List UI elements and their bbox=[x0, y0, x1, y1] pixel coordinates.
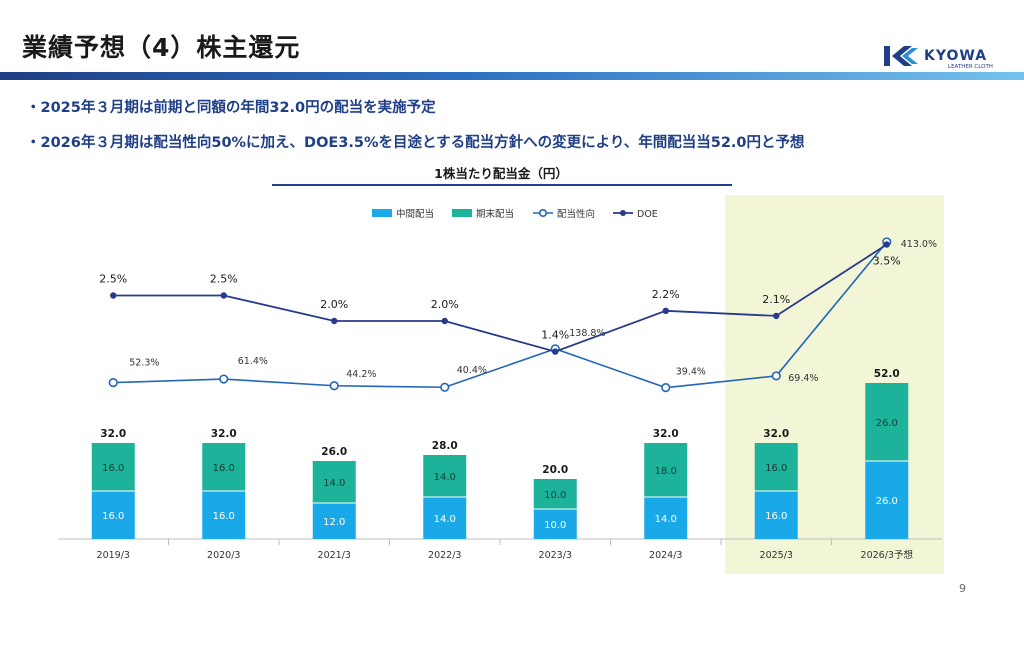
series-marker-payout bbox=[329, 381, 339, 391]
data-label-total: 32.0 bbox=[211, 428, 237, 440]
data-label-interim: 10.0 bbox=[544, 520, 566, 531]
bullet-item-1: ・2025年３月期は前期と同額の年間32.0円の配当を実施予定 bbox=[26, 100, 436, 116]
series-marker-payout bbox=[108, 378, 118, 388]
data-label-year-end: 26.0 bbox=[876, 418, 898, 429]
bar-year-end bbox=[533, 479, 577, 509]
svg-text:LEATHER CLOTH: LEATHER CLOTH bbox=[948, 64, 993, 70]
x-tick-label: 2023/3 bbox=[539, 550, 572, 561]
legend-swatch-year-end bbox=[452, 209, 472, 217]
data-label-interim: 14.0 bbox=[655, 514, 677, 525]
series-marker-payout bbox=[219, 374, 229, 384]
data-label-year-end: 14.0 bbox=[323, 478, 345, 489]
legend-marker-doe bbox=[620, 210, 626, 216]
bar-interim bbox=[865, 461, 909, 539]
data-label-year-end: 18.0 bbox=[655, 466, 677, 477]
data-label-interim: 12.0 bbox=[323, 517, 345, 528]
data-label-year-end: 16.0 bbox=[765, 463, 787, 474]
series-marker-doe bbox=[773, 312, 780, 320]
series-marker-doe bbox=[662, 307, 669, 314]
x-tick-label: 2022/3 bbox=[428, 550, 461, 561]
bullet-list: ・2025年３月期は前期と同額の年間32.0円の配当を実施予定 ・2026年３月… bbox=[26, 96, 805, 166]
legend-label-payout: 配当性向 bbox=[557, 208, 595, 220]
bar-interim bbox=[312, 503, 356, 539]
series-marker-payout bbox=[771, 371, 781, 381]
data-label-payout: 39.4% bbox=[676, 367, 706, 378]
data-label-payout: 52.3% bbox=[129, 358, 159, 369]
data-label-year-end: 10.0 bbox=[544, 490, 566, 501]
svg-text:KYOWA: KYOWA bbox=[924, 48, 987, 64]
series-marker-doe bbox=[331, 317, 338, 325]
bar-interim bbox=[644, 497, 688, 539]
data-label-year-end: 16.0 bbox=[213, 463, 235, 474]
data-label-interim: 26.0 bbox=[876, 496, 898, 507]
series-marker-doe bbox=[110, 292, 117, 299]
data-label-doe: 2.5% bbox=[99, 273, 127, 286]
x-tick-label: 2024/3 bbox=[649, 550, 682, 561]
page-title: 業績予想（4）株主還元 bbox=[22, 33, 301, 62]
series-marker-payout bbox=[661, 383, 671, 393]
series-marker-doe bbox=[441, 317, 448, 325]
series-marker-payout bbox=[440, 382, 450, 392]
company-logo: KYOWA LEATHER CLOTH bbox=[884, 46, 993, 70]
data-label-total: 32.0 bbox=[100, 428, 126, 440]
data-label-interim: 16.0 bbox=[765, 511, 787, 522]
legend-label-interim: 中間配当 bbox=[396, 208, 434, 220]
data-label-doe: 2.0% bbox=[320, 298, 348, 311]
data-label-payout: 61.4% bbox=[238, 356, 268, 367]
data-label-interim: 16.0 bbox=[213, 511, 235, 522]
data-label-total: 28.0 bbox=[432, 440, 458, 452]
series-line-doe bbox=[113, 243, 888, 353]
bar-year-end bbox=[423, 455, 467, 497]
bullet-item-2: ・2026年３月期は配当性向50%に加え、DOE3.5%を目途とする配当方針への… bbox=[26, 135, 805, 151]
data-label-interim: 14.0 bbox=[434, 514, 456, 525]
data-label-doe: 1.4% bbox=[541, 329, 569, 342]
data-label-interim: 16.0 bbox=[102, 511, 124, 522]
data-label-payout: 69.4% bbox=[788, 373, 818, 384]
header-bar bbox=[0, 72, 1024, 80]
data-label-payout: 44.2% bbox=[346, 369, 376, 380]
series-marker-doe bbox=[883, 241, 890, 248]
legend-label-doe: DOE bbox=[637, 209, 658, 220]
data-label-total: 32.0 bbox=[653, 428, 679, 440]
data-label-payout: 40.4% bbox=[457, 365, 487, 376]
bar-interim bbox=[533, 509, 577, 539]
bar-interim bbox=[202, 491, 246, 539]
data-label-doe: 2.1% bbox=[762, 293, 790, 306]
bar-year-end bbox=[644, 443, 688, 497]
data-label-total: 26.0 bbox=[321, 446, 347, 458]
bar-year-end bbox=[91, 443, 135, 491]
data-label-doe: 2.2% bbox=[652, 288, 680, 301]
bar-interim bbox=[91, 491, 135, 539]
data-label-year-end: 16.0 bbox=[102, 463, 124, 474]
legend-swatch-interim bbox=[372, 209, 392, 217]
series-marker-doe bbox=[220, 292, 227, 299]
data-label-payout: 413.0% bbox=[901, 239, 937, 250]
page-number: 9 bbox=[959, 582, 966, 595]
bar-interim bbox=[423, 497, 467, 539]
bar-year-end bbox=[754, 443, 798, 491]
bar-year-end bbox=[202, 443, 246, 491]
legend-label-year-end: 期末配当 bbox=[476, 208, 514, 220]
x-tick-label: 2020/3 bbox=[207, 550, 240, 561]
data-label-total: 52.0 bbox=[874, 368, 900, 380]
data-label-year-end: 14.0 bbox=[434, 472, 456, 483]
data-label-payout: 138.8% bbox=[569, 328, 605, 339]
x-tick-label: 2025/3 bbox=[760, 550, 793, 561]
data-label-total: 20.0 bbox=[542, 464, 568, 476]
data-label-total: 32.0 bbox=[763, 428, 789, 440]
data-label-doe: 2.5% bbox=[210, 273, 238, 286]
bar-interim bbox=[754, 491, 798, 539]
series-marker-doe bbox=[552, 348, 559, 355]
legend-marker-payout bbox=[538, 209, 547, 218]
data-label-doe: 2.0% bbox=[431, 298, 459, 311]
bar-year-end bbox=[312, 461, 356, 503]
x-tick-label: 2026/3予想 bbox=[861, 549, 914, 561]
series-line-payout bbox=[113, 241, 888, 389]
chart-title: 1株当たり配当金（円） bbox=[434, 166, 568, 181]
x-tick-label: 2019/3 bbox=[97, 550, 130, 561]
bar-year-end bbox=[865, 383, 909, 461]
data-label-doe: 3.5% bbox=[873, 255, 901, 268]
x-tick-label: 2021/3 bbox=[318, 550, 351, 561]
